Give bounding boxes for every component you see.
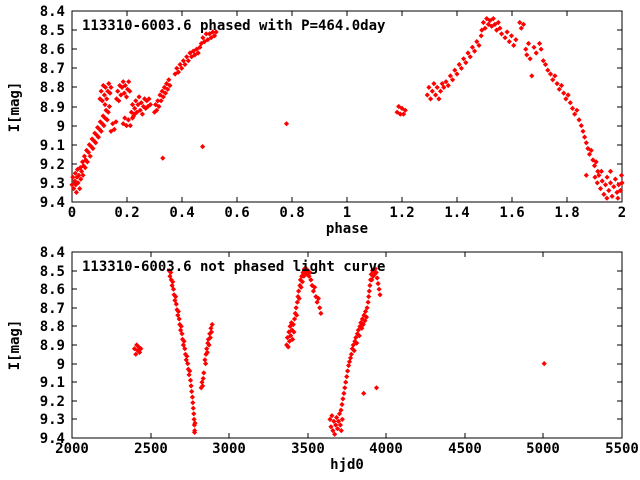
unphased-ytick-label: 9 xyxy=(57,357,65,373)
unphased-x-axis-label: hjd0 xyxy=(330,457,364,473)
unphased-ytick-label: 9.2 xyxy=(40,394,65,410)
unphased-xtick-label: 2500 xyxy=(134,441,168,457)
unphased-ytick-label: 8.5 xyxy=(40,264,65,280)
phased-xtick-label: 0.6 xyxy=(224,205,249,221)
phased-plot-title: 113310-6003.6 phased with P=464.0day xyxy=(82,18,386,34)
phased-ytick-label: 8.5 xyxy=(40,23,65,39)
unphased-ytick-label: 8.6 xyxy=(40,282,65,298)
unphased-ytick-label: 8.8 xyxy=(40,319,65,335)
unphased-xtick-label: 3000 xyxy=(212,441,246,457)
phased-ytick-label: 9.1 xyxy=(40,138,65,154)
phased-xtick-label: 0.2 xyxy=(114,205,139,221)
phased-ytick-label: 9.4 xyxy=(40,195,65,211)
unphased-xtick-label: 5000 xyxy=(526,441,560,457)
phased-xtick-label: 1.2 xyxy=(389,205,414,221)
phased-ytick-label: 8.4 xyxy=(40,4,65,20)
unphased-ytick-label: 9.3 xyxy=(40,412,65,428)
phased-ytick-label: 9 xyxy=(57,119,65,135)
unphased-xtick-label: 4000 xyxy=(369,441,403,457)
phased-ytick-label: 8.9 xyxy=(40,100,65,116)
phased-plot-graphics: 0 0.2 0.4 0.6 0.8 1 1.2 1.4 1.6 1.8 2 8.4 8.5 8.6 8.7 8… xyxy=(40,4,627,221)
unphased-xtick-label: 3500 xyxy=(291,441,325,457)
phased-x-axis-label: phase xyxy=(325,221,369,237)
phased-xtick-label: 1.4 xyxy=(444,205,469,221)
unphased-xtick-label: 5500 xyxy=(605,441,639,457)
unphased-plot-points xyxy=(131,266,547,437)
phased-plot-frame xyxy=(71,10,623,203)
phased-xtick-label: 0.4 xyxy=(169,205,194,221)
unphased-ytick-label: 9.4 xyxy=(40,431,65,447)
phased-xtick-label: 2 xyxy=(618,205,626,221)
phased-ytick-label: 9.3 xyxy=(40,176,65,192)
phased-xtick-label: 1.8 xyxy=(554,205,579,221)
phased-xtick-label: 1 xyxy=(343,205,351,221)
unphased-plot-graphics: 2000 2500 3000 3500 4000 4500 5000 5500 8.4 8.5 8.… xyxy=(40,245,639,457)
unphased-ytick-label: 8.7 xyxy=(40,301,65,317)
phased-ytick-label: 8.8 xyxy=(40,80,65,96)
phased-ytick-label: 8.7 xyxy=(40,61,65,77)
unphased-ytick-label: 8.9 xyxy=(40,338,65,354)
phased-y-axis-label: I[mag] xyxy=(7,81,23,133)
phased-xtick-label: 0 xyxy=(68,205,76,221)
unphased-xtick-label: 2000 xyxy=(55,441,89,457)
phased-xtick-label: 1.6 xyxy=(499,205,524,221)
phased-ytick-label: 8.6 xyxy=(40,42,65,58)
unphased-plot-title: 113310-6003.6 not phased light curve xyxy=(82,259,386,275)
unphased-ytick-label: 8.4 xyxy=(40,245,65,261)
unphased-ytick-label: 9.1 xyxy=(40,375,65,391)
phased-plot-points xyxy=(69,16,625,201)
unphased-y-axis-label: I[mag] xyxy=(7,319,23,371)
unphased-plot-frame xyxy=(71,251,623,439)
unphased-xtick-label: 4500 xyxy=(448,441,482,457)
phased-ytick-label: 9.2 xyxy=(40,157,65,173)
phased-xtick-label: 0.8 xyxy=(279,205,304,221)
